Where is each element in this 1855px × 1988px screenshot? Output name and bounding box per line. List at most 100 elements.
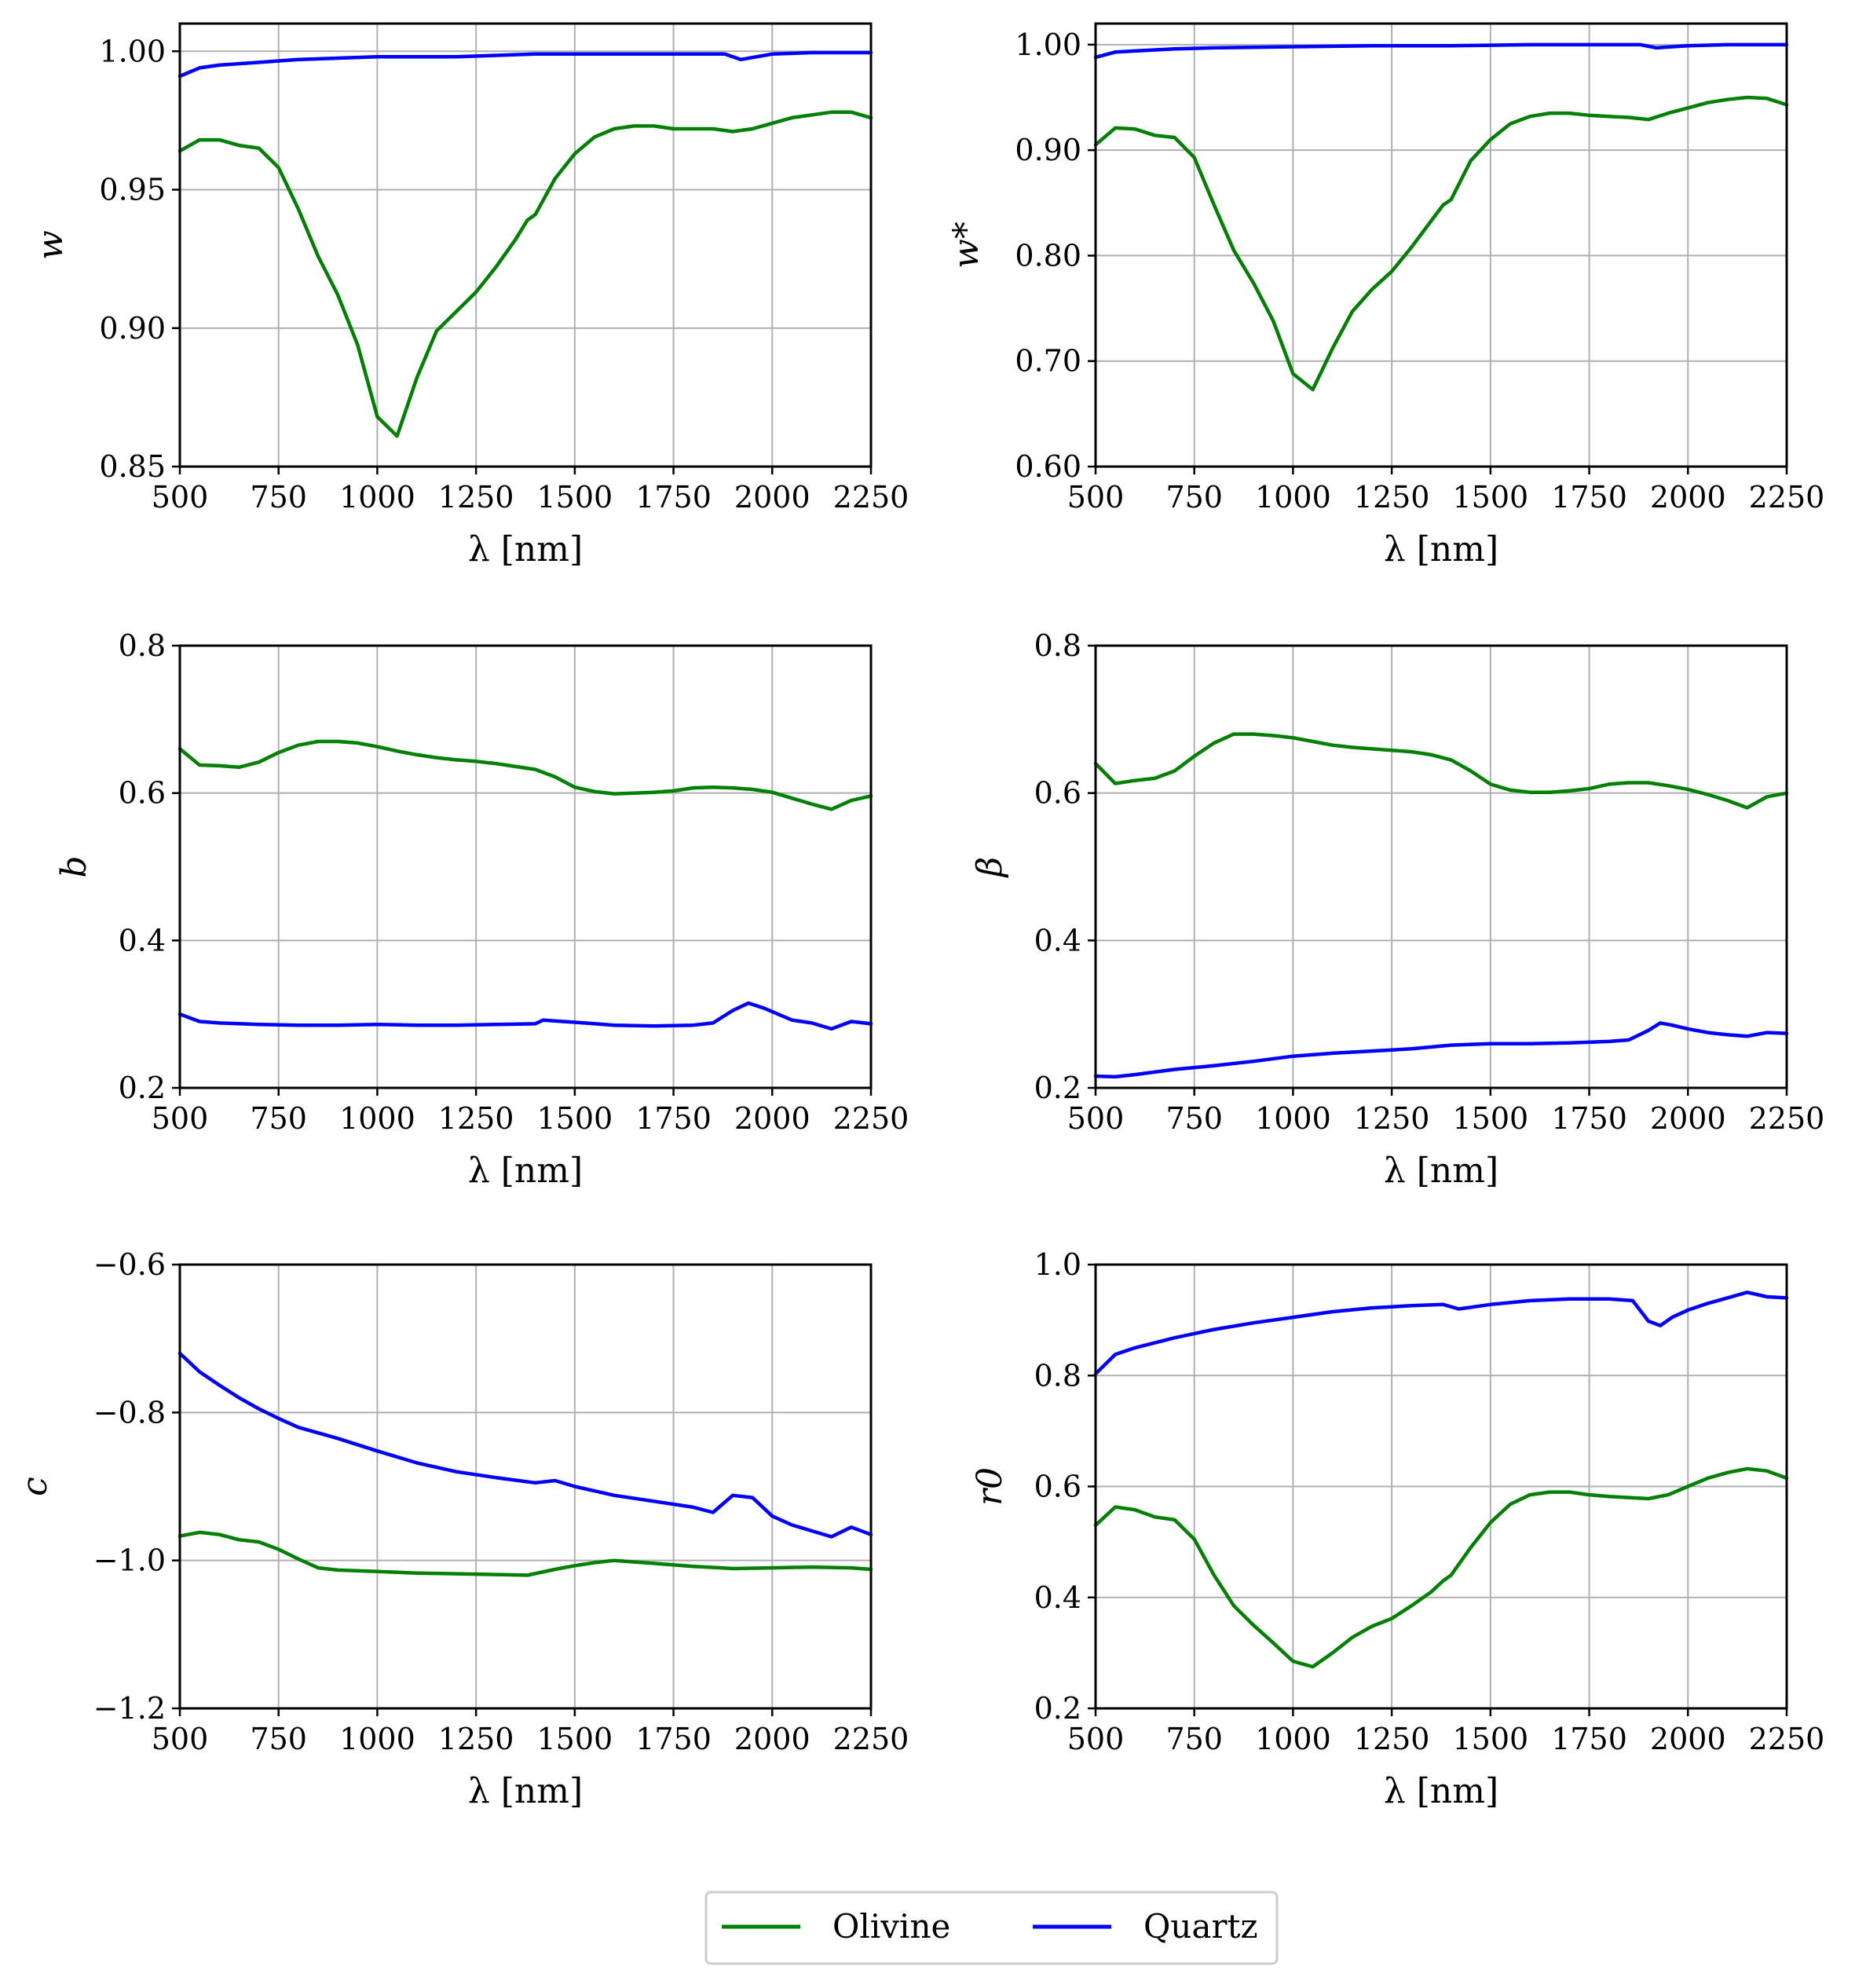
y-tick-label: 0.90 [1015, 133, 1081, 167]
series-line-quartz [1093, 1021, 1789, 1079]
y-tick-label: 0.2 [119, 1071, 166, 1105]
x-tick-label: 500 [152, 1722, 209, 1756]
x-tick-label: 500 [1067, 1722, 1125, 1756]
x-tick-label: 500 [152, 480, 209, 514]
series-line-olivine [177, 739, 873, 811]
y-tick-label: 0.4 [1034, 923, 1081, 957]
x-tick-label: 2000 [734, 1722, 810, 1756]
y-tick-label: 1.00 [99, 34, 166, 68]
series-line-quartz [177, 50, 873, 79]
chart-panel-2: 500 750 1000 1250 1500 1750 2000 2250 0.60 0.70 0.… [946, 22, 1825, 569]
x-tick-label: 750 [250, 1722, 307, 1756]
y-tick-label: 0.6 [1034, 1470, 1081, 1504]
x-axis-label: λ [nm] [468, 529, 583, 569]
plot-area [1096, 646, 1787, 1088]
y-axis-label: β [970, 857, 1010, 878]
y-tick-label: 0.6 [1034, 776, 1081, 811]
x-tick-label: 750 [250, 480, 307, 514]
series-line-olivine [177, 1530, 873, 1577]
x-tick-label: 750 [1165, 1722, 1223, 1756]
x-tick-label: 1000 [339, 1101, 415, 1136]
x-tick-label: 1250 [1354, 1722, 1430, 1756]
legend-frame [704, 1891, 1279, 1965]
y-tick-label: −1.2 [93, 1691, 166, 1726]
x-tick-label: 2250 [1749, 1101, 1825, 1136]
y-axis-label: r0 [970, 1467, 1010, 1506]
x-tick-label: 2250 [833, 1101, 909, 1136]
x-tick-label: 750 [1165, 1101, 1223, 1136]
y-tick-label: 0.2 [1034, 1691, 1081, 1726]
axes-frame [1094, 22, 1788, 468]
y-tick-label: 0.2 [1034, 1071, 1081, 1105]
axes-frame [178, 1263, 873, 1710]
x-tick-label: 1000 [1255, 1722, 1331, 1756]
y-tick-label: 0.70 [1015, 344, 1081, 379]
x-tick-label: 500 [1067, 480, 1125, 514]
y-tick-label: 0.85 [99, 449, 166, 484]
x-tick-label: 2000 [734, 480, 810, 514]
series-line-quartz [1093, 42, 1789, 60]
x-tick-label: 1500 [1452, 1722, 1528, 1756]
x-tick-label: 1750 [635, 1101, 712, 1136]
chart-panel-6: 500 750 1000 1250 1500 1750 2000 2250 0.2 0.4 0.6 0… [970, 1247, 1824, 1811]
y-tick-label: 0.6 [119, 776, 166, 811]
chart-panel-4: 500 750 1000 1250 1500 1750 2000 2250 0.2 0.4 0.6 0… [970, 628, 1824, 1191]
x-tick-label: 2000 [1650, 480, 1726, 514]
series-line-olivine [1093, 95, 1789, 392]
y-tick-label: 0.4 [1034, 1580, 1081, 1615]
x-tick-label: 2250 [833, 480, 909, 514]
x-axis-label: λ [nm] [1384, 1151, 1498, 1191]
legend-quartz-label: Quartz [1143, 1907, 1258, 1946]
plot-area [1096, 24, 1787, 467]
x-axis-label: λ [nm] [468, 1771, 583, 1811]
x-tick-label: 1000 [339, 1722, 415, 1756]
x-tick-label: 1250 [438, 1722, 514, 1756]
plot-area [180, 24, 871, 467]
x-tick-label: 1000 [1255, 1101, 1331, 1136]
legend-olivine-label: Olivine [832, 1907, 950, 1946]
x-tick-label: 1750 [1551, 1101, 1627, 1136]
x-tick-label: 1250 [438, 1101, 514, 1136]
x-tick-label: 1750 [1551, 1722, 1627, 1756]
x-tick-label: 500 [1067, 1101, 1125, 1136]
x-tick-label: 2250 [1749, 480, 1825, 514]
x-tick-label: 1250 [438, 480, 514, 514]
x-tick-label: 1250 [1354, 480, 1430, 514]
chart-panels: 500 750 1000 1250 1500 1750 2000 2250 0.85 0.90 0.… [15, 22, 1825, 1811]
chart-panel-5: 500 750 1000 1250 1500 1750 2000 2250 −1.2 −1.0 −0… [15, 1247, 909, 1811]
y-tick-label: −1.0 [93, 1543, 166, 1578]
x-axis-label: λ [nm] [1384, 1771, 1498, 1811]
axes-frame [178, 644, 873, 1089]
y-tick-label: −0.8 [93, 1395, 166, 1430]
x-tick-label: 1500 [1452, 480, 1528, 514]
x-tick-label: 1500 [1452, 1101, 1528, 1136]
chart-panel-3: 500 750 1000 1250 1500 1750 2000 2250 0.2 0.4 0.6 0… [54, 628, 909, 1191]
x-tick-label: 2250 [1749, 1722, 1825, 1756]
x-tick-label: 1750 [635, 1722, 712, 1756]
x-tick-label: 1000 [339, 480, 415, 514]
y-tick-label: 0.60 [1015, 449, 1081, 484]
x-tick-label: 1000 [1255, 480, 1331, 514]
axes-frame [178, 22, 873, 468]
series-line-quartz [177, 1001, 873, 1031]
x-tick-label: 1750 [1551, 480, 1627, 514]
x-tick-label: 750 [1165, 480, 1223, 514]
series-line-olivine [1093, 1466, 1789, 1669]
y-tick-label: −0.6 [93, 1247, 166, 1282]
y-axis-label: w [31, 230, 71, 260]
x-tick-label: 750 [250, 1101, 307, 1136]
y-tick-label: 0.8 [1034, 628, 1081, 663]
y-tick-label: 0.95 [99, 173, 166, 207]
y-tick-label: 1.0 [1034, 1247, 1081, 1282]
x-tick-label: 1250 [1354, 1101, 1430, 1136]
x-tick-label: 1500 [536, 480, 613, 514]
x-tick-label: 2000 [1650, 1722, 1726, 1756]
x-tick-label: 1750 [635, 480, 712, 514]
plot-area [180, 646, 871, 1088]
x-tick-label: 1500 [536, 1101, 613, 1136]
y-tick-label: 0.80 [1015, 238, 1081, 273]
y-tick-label: 0.4 [119, 923, 166, 957]
series-line-quartz [1093, 1291, 1789, 1376]
x-tick-label: 500 [152, 1101, 209, 1136]
